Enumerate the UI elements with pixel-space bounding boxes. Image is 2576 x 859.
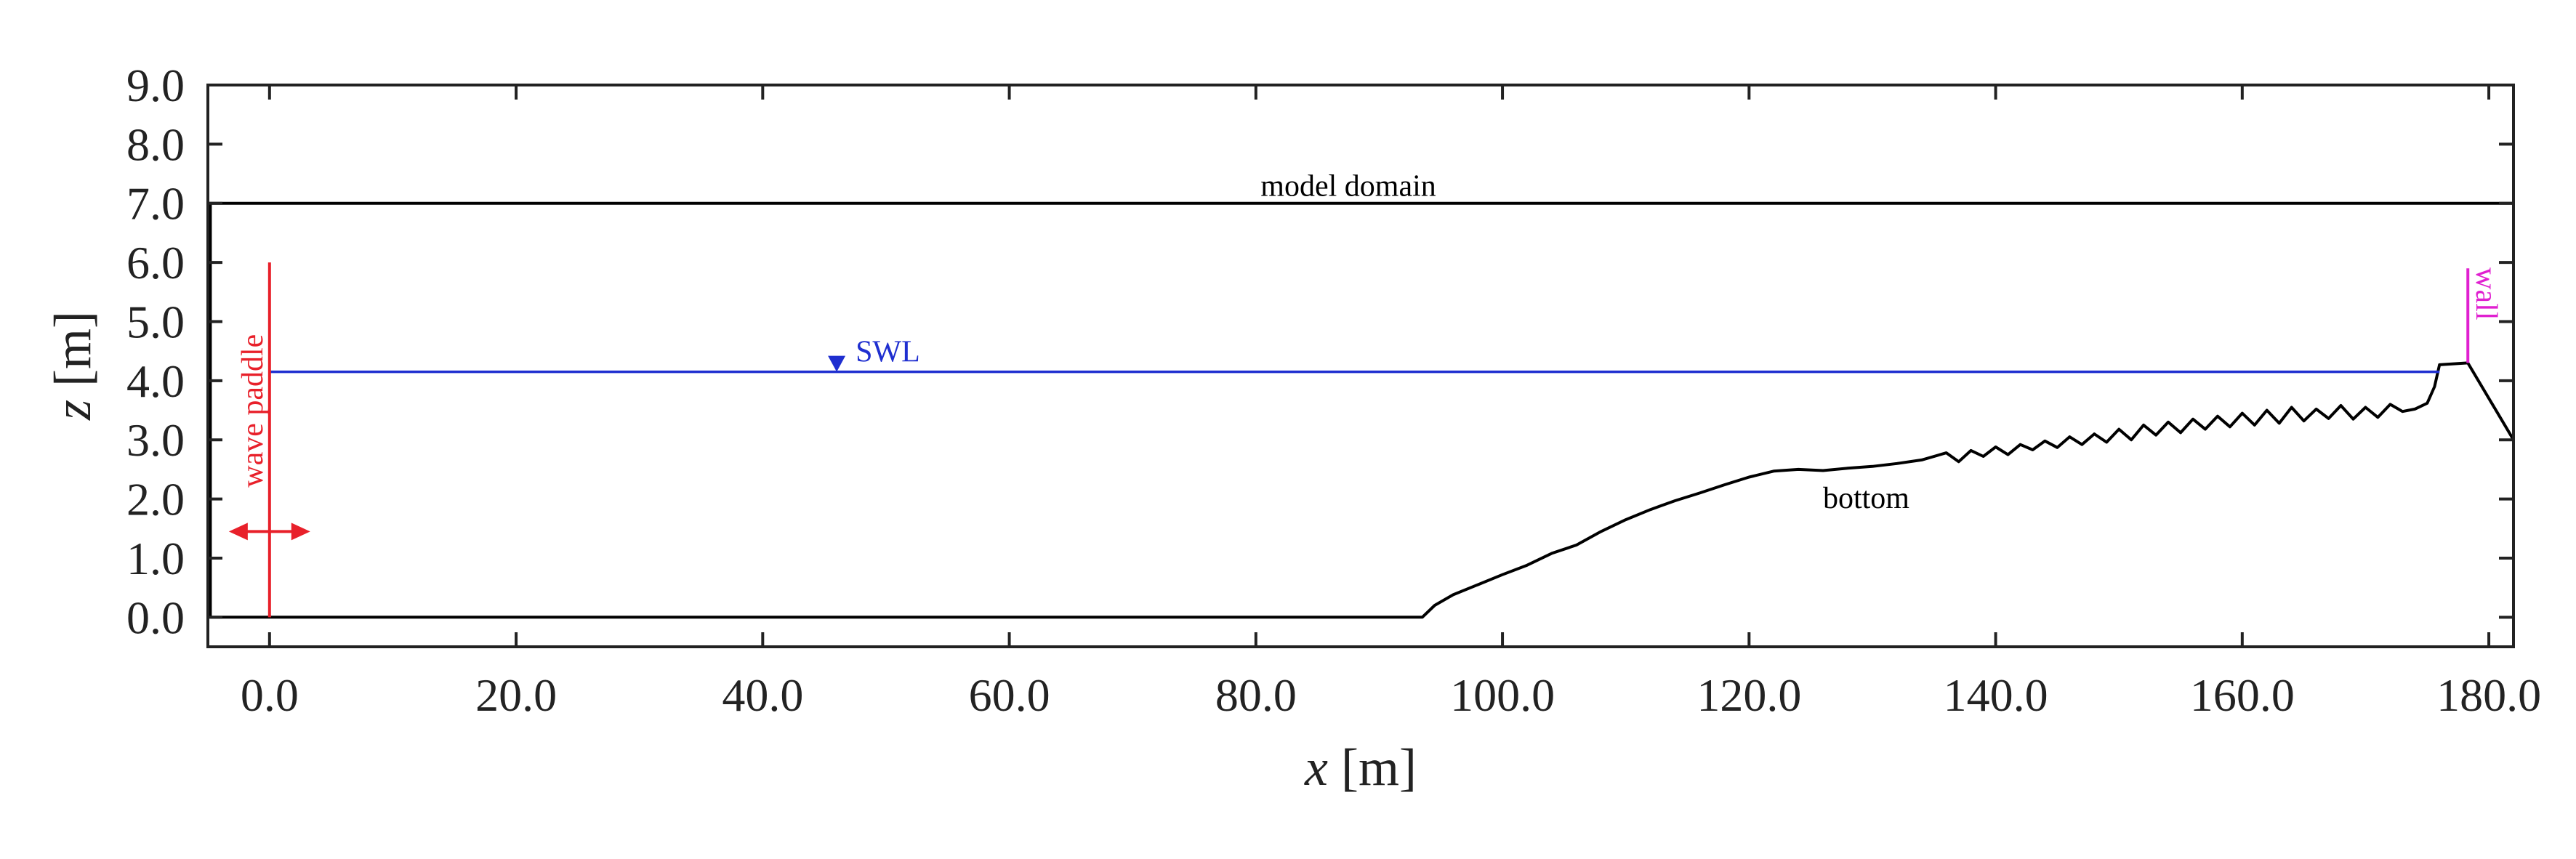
y-tick-label: 7.0 [126, 178, 185, 230]
y-tick-label: 2.0 [126, 474, 185, 525]
y-ticks: 0.0 1.0 2.0 3.0 4.0 5.0 6.0 7.0 8.0 9.0 [126, 60, 2513, 643]
x-tick-label: 0.0 [241, 669, 299, 721]
x-tick-label: 180.0 [2436, 669, 2541, 721]
bottom-profile-line [210, 361, 2515, 619]
x-tick-label: 160.0 [2190, 669, 2295, 721]
y-tick-label: 6.0 [126, 237, 185, 289]
x-tick-label: 40.0 [722, 669, 803, 721]
x-tick-label: 140.0 [1944, 669, 2048, 721]
x-tick-label: 100.0 [1450, 669, 1555, 721]
x-tick-label: 80.0 [1215, 669, 1297, 721]
y-axis-unit: [m] [44, 311, 102, 387]
x-tick-label: 20.0 [475, 669, 557, 721]
y-axis-variable: z [44, 400, 102, 421]
x-ticks: 0.0 20.0 40.0 60.0 80.0 100.0 120.0 140.0 160.0 1… [241, 85, 2541, 721]
swl-triangle-icon [828, 355, 846, 372]
annotation-labels: model domain bottom SWL wave paddle wall [236, 170, 2503, 515]
wall-label: wall [2469, 267, 2503, 320]
y-axis-title: z [m] [44, 311, 102, 421]
arrow-left-icon [228, 523, 248, 541]
x-axis-variable: x [1304, 738, 1328, 797]
y-tick-label: 3.0 [126, 414, 185, 466]
plot-frame [206, 84, 2515, 648]
model-domain-label: model domain [1260, 170, 1436, 203]
y-tick-label: 9.0 [126, 60, 185, 111]
bottom-label: bottom [1823, 482, 1909, 515]
x-tick-label: 120.0 [1696, 669, 1801, 721]
y-tick-label: 4.0 [126, 355, 185, 407]
y-tick-label: 5.0 [126, 296, 185, 347]
y-tick-label: 8.0 [126, 118, 185, 170]
swl-label: SWL [856, 336, 920, 369]
x-axis-title: x [m] [1304, 738, 1417, 797]
x-tick-label: 60.0 [969, 669, 1050, 721]
arrow-right-icon [291, 523, 310, 541]
y-tick-label: 0.0 [126, 592, 185, 643]
wave-paddle-label: wave paddle [236, 334, 270, 488]
y-tick-label: 1.0 [126, 533, 185, 584]
x-axis-unit: [m] [1341, 738, 1417, 797]
